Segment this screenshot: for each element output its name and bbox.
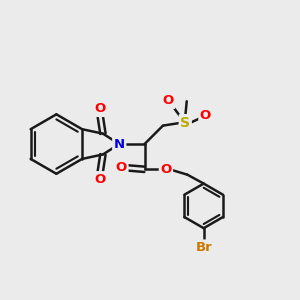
Text: S: S: [180, 116, 190, 130]
Text: O: O: [94, 172, 106, 186]
Text: O: O: [94, 103, 106, 116]
Text: O: O: [160, 163, 172, 176]
Text: O: O: [163, 94, 174, 107]
Text: N: N: [114, 138, 125, 151]
Text: O: O: [200, 109, 211, 122]
Text: O: O: [116, 161, 127, 174]
Text: Br: Br: [195, 241, 212, 254]
